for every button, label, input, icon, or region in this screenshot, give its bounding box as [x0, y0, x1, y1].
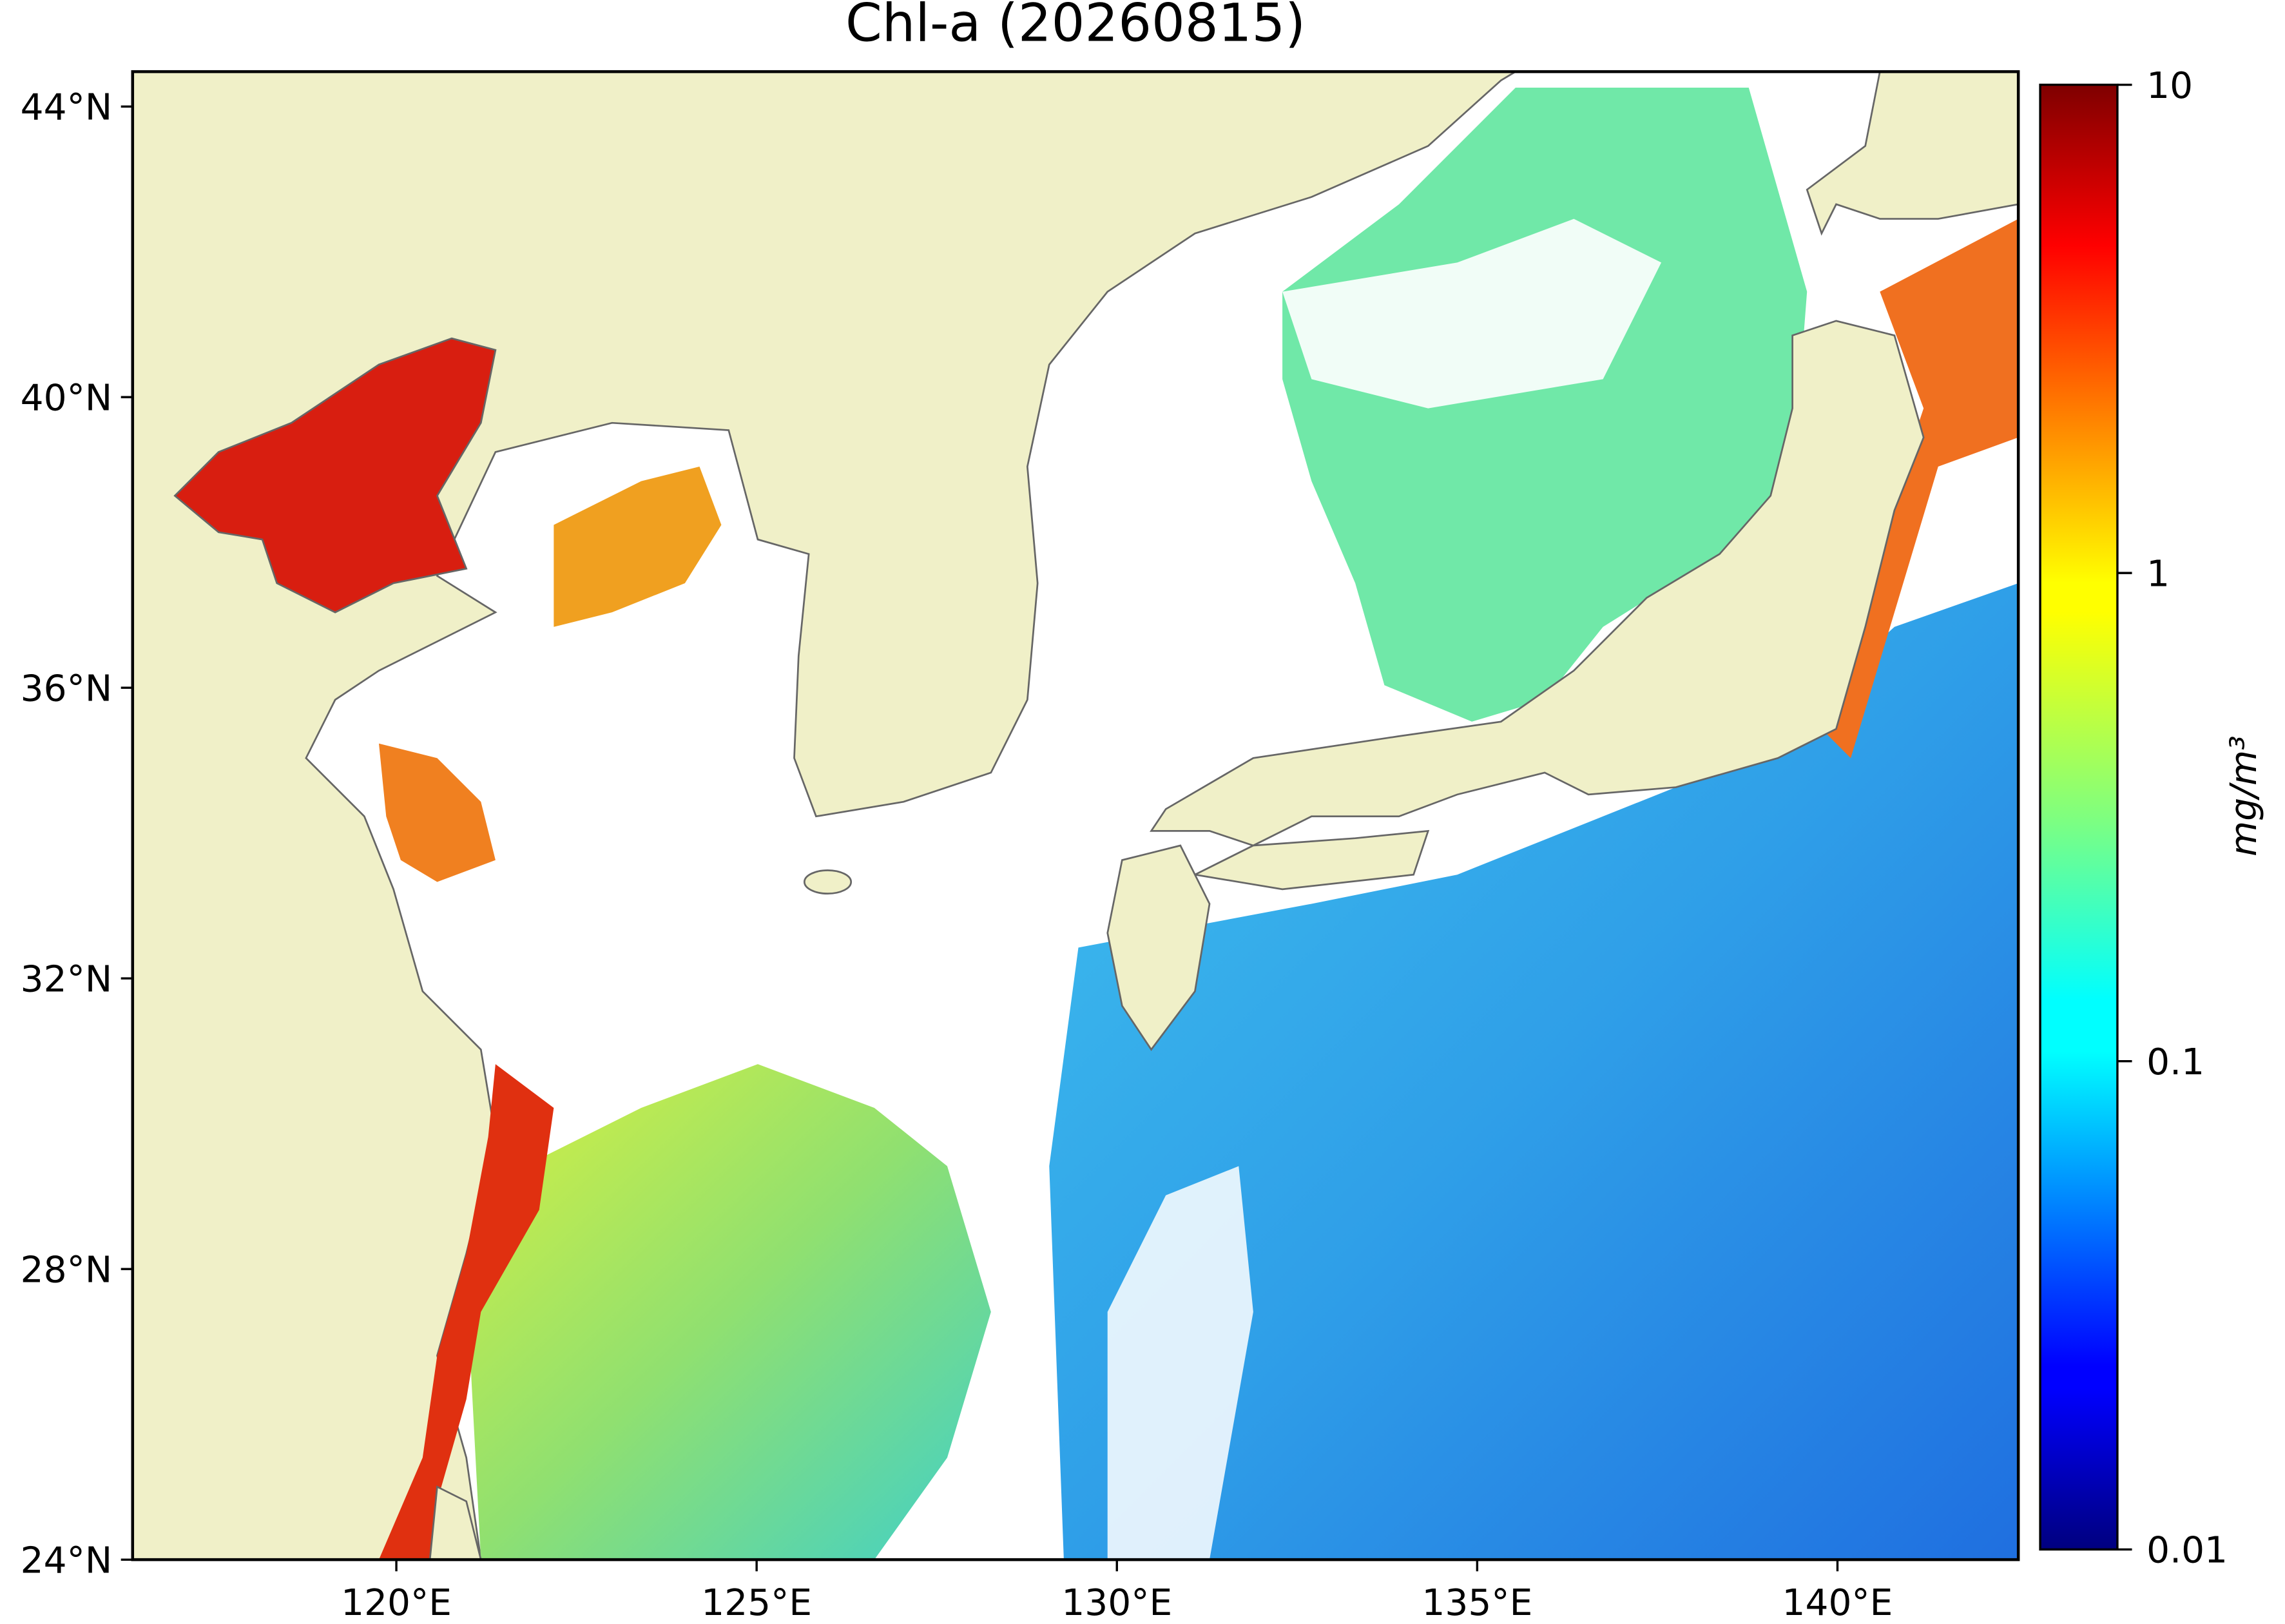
sea-chl-pacific: [1049, 583, 2019, 1560]
sea-chl-coastal: [1821, 218, 2019, 759]
x-tick-label: 120°E: [341, 1582, 452, 1624]
cloud: [1107, 1166, 1253, 1560]
y-tick-label: 40°N: [21, 378, 112, 420]
land: [1192, 829, 1430, 891]
sea-chl-japan-sea: [1282, 88, 1808, 722]
sea-chl-coastal: [378, 743, 496, 882]
x-tick-label: 125°E: [701, 1582, 812, 1624]
map: [132, 72, 2019, 1560]
colorbar-label: mg/m³: [2223, 735, 2265, 856]
land: [1150, 320, 1925, 847]
sea-chl-east-china-sea: [466, 1064, 991, 1560]
colorbar-tick-label: 0.01: [2146, 1530, 2228, 1572]
land: [429, 1485, 482, 1560]
colorbar-tick-label: 0.1: [2146, 1041, 2204, 1083]
x-tick-label: 135°E: [1422, 1582, 1532, 1624]
y-tick-label: 28°N: [21, 1250, 112, 1291]
land: [1106, 844, 1211, 1051]
sea-chl-bohai: [173, 337, 497, 614]
y-tick-label: 32°N: [21, 959, 112, 1001]
colorbar: [2039, 83, 2119, 1551]
land: [1806, 72, 2019, 236]
map-frame: [131, 70, 2020, 1561]
y-tick-label: 24°N: [21, 1540, 112, 1581]
cloud: [1282, 218, 1662, 409]
land: [803, 869, 853, 894]
colorbar-tick-label: 10: [2146, 65, 2193, 107]
x-tick-label: 140°E: [1782, 1582, 1893, 1624]
x-tick-label: 130°E: [1061, 1582, 1172, 1624]
sea-chl-coastal: [554, 467, 722, 627]
sea-chl-coastal: [378, 1064, 554, 1560]
colorbar-tick-label: 1: [2146, 553, 2170, 595]
japan: [429, 72, 2019, 1560]
chart-title: Chl-a (20260815): [845, 0, 1306, 54]
y-tick-label: 36°N: [21, 668, 112, 710]
y-tick-label: 44°N: [21, 87, 112, 129]
